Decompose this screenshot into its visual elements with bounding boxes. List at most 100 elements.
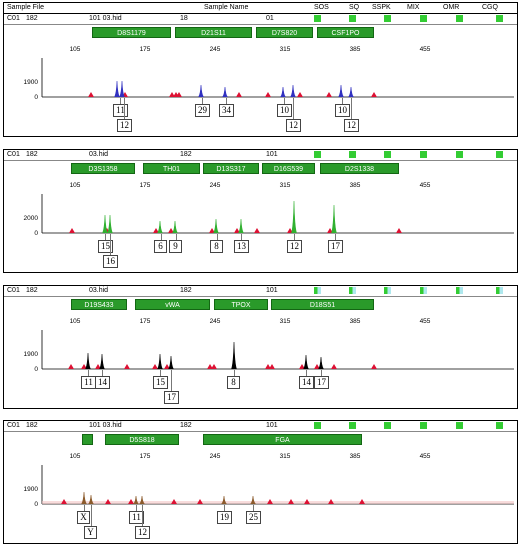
- quality-flag-icon[interactable]: [349, 422, 356, 429]
- quality-flag-icon[interactable]: [384, 422, 391, 429]
- allele-call-label[interactable]: 12: [344, 119, 359, 132]
- allele-call-label[interactable]: 10: [277, 104, 292, 117]
- quality-flag-icon[interactable]: [496, 151, 503, 158]
- allele-call-label[interactable]: 11: [129, 511, 144, 524]
- quality-flag-icon[interactable]: [420, 151, 427, 158]
- sample-row[interactable]: C01 182 101 03.hid 182 101: [4, 421, 517, 432]
- x-axis-tick: 455: [420, 182, 431, 189]
- quality-flag-icon[interactable]: [496, 287, 503, 294]
- quality-flag-icon[interactable]: [496, 15, 503, 22]
- allele-call-label[interactable]: 12: [286, 119, 301, 132]
- locus-bar[interactable]: D2S1338: [320, 163, 399, 174]
- quality-flag-icon[interactable]: [384, 15, 391, 22]
- sos-header[interactable]: SOS: [314, 4, 329, 11]
- allele-call-label[interactable]: 29: [195, 104, 210, 117]
- allele-call-label[interactable]: 11: [81, 376, 96, 389]
- off-ladder-marker: [396, 228, 402, 233]
- quality-flag-icon[interactable]: [456, 15, 463, 22]
- allele-call-label[interactable]: 17: [314, 376, 329, 389]
- quality-flag-icon[interactable]: [314, 151, 321, 158]
- allele-call-label[interactable]: 15: [98, 240, 113, 253]
- locus-bar[interactable]: FGA: [203, 434, 362, 445]
- locus-bar[interactable]: CSF1PO: [317, 27, 374, 38]
- allele-call-label[interactable]: X: [77, 511, 90, 524]
- allele-peak: [331, 204, 337, 234]
- locus-bar[interactable]: D16S539: [262, 163, 315, 174]
- quality-flag-icon[interactable]: [456, 151, 463, 158]
- locus-bar[interactable]: TPOX: [214, 299, 268, 310]
- locus-bar[interactable]: D7S820: [256, 27, 313, 38]
- allele-call-label[interactable]: 34: [219, 104, 234, 117]
- allele-call-label[interactable]: 6: [154, 240, 167, 253]
- sq-header[interactable]: SQ: [349, 4, 360, 11]
- locus-bar[interactable]: D21S11: [175, 27, 252, 38]
- allele-call-label[interactable]: 9: [169, 240, 182, 253]
- mix-header[interactable]: MIX: [407, 4, 420, 11]
- quality-flag-icon[interactable]: [314, 422, 321, 429]
- quality-flag-icon[interactable]: [456, 422, 463, 429]
- off-ladder-marker: [287, 228, 293, 233]
- quality-flag-icon[interactable]: [456, 287, 463, 294]
- sspk-header[interactable]: SSPK: [372, 4, 391, 11]
- allele-call-label[interactable]: 10: [335, 104, 350, 117]
- trace-plot[interactable]: 105 175 245 315 385 455 1900 0: [4, 286, 517, 408]
- allele-connector: [91, 505, 92, 526]
- trace-plot[interactable]: 105 175 245 315 385 455 2000 0: [4, 150, 517, 272]
- y-axis-zero: 0: [34, 366, 38, 373]
- locus-bar[interactable]: D18S51: [271, 299, 374, 310]
- allele-peak: [291, 200, 297, 234]
- allele-connector: [351, 98, 352, 119]
- allele-call-label[interactable]: 14: [299, 376, 314, 389]
- trace-plot[interactable]: 105 175 245 315 385 455 1900 0: [4, 14, 517, 136]
- locus-bar[interactable]: D3S1358: [71, 163, 135, 174]
- allele-connector: [217, 234, 218, 240]
- omr-header[interactable]: OMR: [443, 4, 460, 11]
- quality-flag-icon[interactable]: [420, 15, 427, 22]
- off-ladder-marker: [152, 364, 158, 369]
- quality-flag-icon[interactable]: [420, 422, 427, 429]
- quality-flag-icon[interactable]: [314, 287, 321, 294]
- hid-filename: 03.hid: [89, 287, 109, 294]
- allele-connector: [142, 505, 143, 526]
- x-axis-tick: 455: [420, 453, 431, 460]
- locus-bar[interactable]: D13S317: [203, 163, 259, 174]
- allele-call-label[interactable]: 17: [328, 240, 343, 253]
- allele-call-label[interactable]: Y: [84, 526, 97, 539]
- allele-call-label[interactable]: 16: [103, 255, 118, 268]
- quality-flag-icon[interactable]: [420, 287, 427, 294]
- quality-flag-icon[interactable]: [384, 287, 391, 294]
- locus-bar[interactable]: [82, 434, 93, 445]
- sample-name-header[interactable]: Sample Name: [204, 4, 249, 11]
- quality-flag-icon[interactable]: [349, 287, 356, 294]
- quality-flag-icon[interactable]: [384, 151, 391, 158]
- allele-call-label[interactable]: 15: [153, 376, 168, 389]
- allele-call-label[interactable]: 12: [117, 119, 132, 132]
- allele-connector: [306, 370, 307, 376]
- locus-bar[interactable]: D5S818: [105, 434, 179, 445]
- quality-flag-icon[interactable]: [496, 422, 503, 429]
- allele-call-label[interactable]: 17: [164, 391, 179, 404]
- allele-call-label[interactable]: 14: [95, 376, 110, 389]
- cgq-header[interactable]: CGQ: [482, 4, 498, 11]
- sample-row[interactable]: C01 182 03.hid 182 101: [4, 150, 517, 161]
- trace-plot[interactable]: 105 175 245 315 385 455 1900 0: [4, 421, 517, 543]
- locus-bar[interactable]: D19S433: [71, 299, 127, 310]
- sample-code: 182: [26, 422, 38, 429]
- locus-bar[interactable]: vWA: [135, 299, 210, 310]
- sample-row[interactable]: C01 182 101 03.hid 18 01: [4, 14, 517, 25]
- allele-call-label[interactable]: 12: [287, 240, 302, 253]
- locus-bar[interactable]: D8S1179: [92, 27, 171, 38]
- quality-flag-icon[interactable]: [349, 151, 356, 158]
- allele-call-label[interactable]: 11: [113, 104, 128, 117]
- allele-call-label[interactable]: 19: [217, 511, 232, 524]
- allele-call-label[interactable]: 8: [210, 240, 223, 253]
- allele-call-label[interactable]: 25: [246, 511, 261, 524]
- allele-call-label[interactable]: 12: [135, 526, 150, 539]
- sample-file-header[interactable]: Sample File: [7, 4, 44, 11]
- locus-bar[interactable]: TH01: [143, 163, 200, 174]
- allele-call-label[interactable]: 13: [234, 240, 249, 253]
- sample-row[interactable]: C01 182 03.hid 182 101: [4, 286, 517, 297]
- quality-flag-icon[interactable]: [314, 15, 321, 22]
- allele-call-label[interactable]: 8: [227, 376, 240, 389]
- quality-flag-icon[interactable]: [349, 15, 356, 22]
